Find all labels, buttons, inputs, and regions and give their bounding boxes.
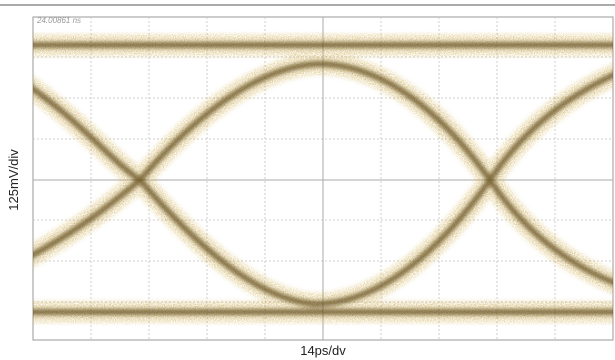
y-axis-label: 125mV/div	[6, 149, 21, 211]
x-axis-label: 14ps/dv	[300, 343, 346, 358]
timestamp: 24.00861 ns	[36, 16, 81, 25]
eye-traces	[33, 34, 613, 323]
